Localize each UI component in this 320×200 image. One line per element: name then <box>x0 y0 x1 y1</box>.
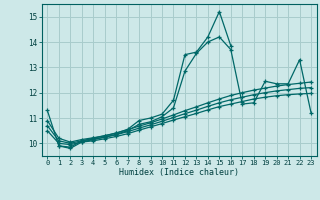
X-axis label: Humidex (Indice chaleur): Humidex (Indice chaleur) <box>119 168 239 177</box>
